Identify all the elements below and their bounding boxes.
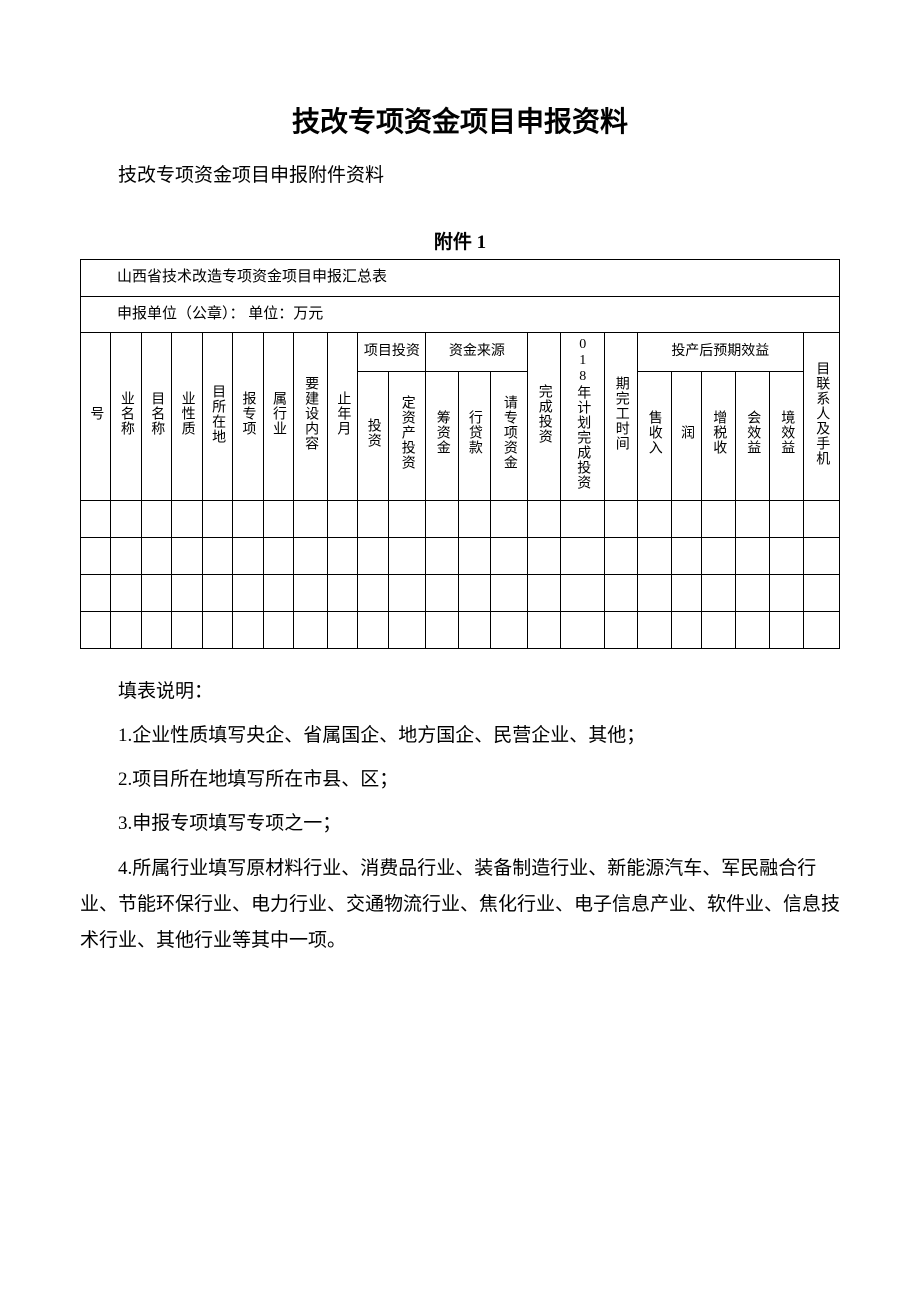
table-row <box>81 538 840 575</box>
col-env-benefit: 境效益 <box>770 371 804 500</box>
col-sales-income: 售收入 <box>637 371 671 500</box>
table-title-row-2: 申报单位（公章）： 单位：万元 <box>81 296 840 333</box>
col-completed-invest: 完成投资 <box>528 333 560 501</box>
col-social-benefit: 会效益 <box>736 371 770 500</box>
col-seq: 号 <box>81 333 111 501</box>
notes-item: 4.所属行业填写原材料行业、消费品行业、装备制造行业、新能源汽车、军民融合行业、… <box>80 851 840 959</box>
notes-heading: 填表说明： <box>80 674 840 710</box>
col-project-name: 目名称 <box>141 333 171 501</box>
col-invest: 投资 <box>358 371 388 500</box>
notes-item: 3.申报专项填写专项之一； <box>80 806 840 842</box>
col-self-raise: 筹资金 <box>426 371 458 500</box>
col-apply-special: 报专项 <box>233 333 263 501</box>
col-tax: 增税收 <box>702 371 736 500</box>
col-end-date: 止年月 <box>327 333 357 501</box>
subtitle: 技改专项资金项目申报附件资料 <box>80 160 840 187</box>
col-fund-source-group: 资金来源 <box>426 333 528 372</box>
col-plan-2018: 018年计划完成投资 <box>560 333 605 501</box>
col-post-benefit-group: 投产后预期效益 <box>637 333 803 372</box>
table-title-b: 申报单位（公章）： 单位：万元 <box>81 296 840 333</box>
col-company-type: 业性质 <box>172 333 202 501</box>
col-fixed-asset: 定资产投资 <box>388 371 426 500</box>
col-contact: 目联系人及手机 <box>804 333 840 501</box>
col-profit: 润 <box>671 371 701 500</box>
notes-section: 填表说明： 1.企业性质填写央企、省属国企、地方国企、民营企业、其他； 2.项目… <box>80 674 840 959</box>
attachment-label: 附件 1 <box>80 227 840 254</box>
table-row <box>81 575 840 612</box>
col-project-loc: 目所在地 <box>202 333 232 501</box>
col-complete-time: 期完工时间 <box>605 333 637 501</box>
col-bank-loan: 行贷款 <box>458 371 490 500</box>
notes-item: 1.企业性质填写央企、省属国企、地方国企、民营企业、其他； <box>80 718 840 754</box>
col-industry: 属行业 <box>263 333 293 501</box>
col-main-content: 要建设内容 <box>293 333 327 501</box>
header-row-1: 号 业名称 目名称 业性质 目所在地 报专项 属行业 要建设内容 止年月 项目投… <box>81 333 840 372</box>
table-title-row-1: 山西省技术改造专项资金项目申报汇总表 <box>81 260 840 297</box>
col-apply-special-fund: 请专项资金 <box>490 371 528 500</box>
notes-item: 2.项目所在地填写所在市县、区； <box>80 762 840 798</box>
table-row <box>81 501 840 538</box>
col-proj-invest-group: 项目投资 <box>358 333 426 372</box>
table-row <box>81 612 840 649</box>
page-title: 技改专项资金项目申报资料 <box>80 100 840 140</box>
summary-table: 山西省技术改造专项资金项目申报汇总表 申报单位（公章）： 单位：万元 号 业名称… <box>80 259 840 649</box>
col-company-name: 业名称 <box>111 333 141 501</box>
table-title-a: 山西省技术改造专项资金项目申报汇总表 <box>81 260 840 297</box>
